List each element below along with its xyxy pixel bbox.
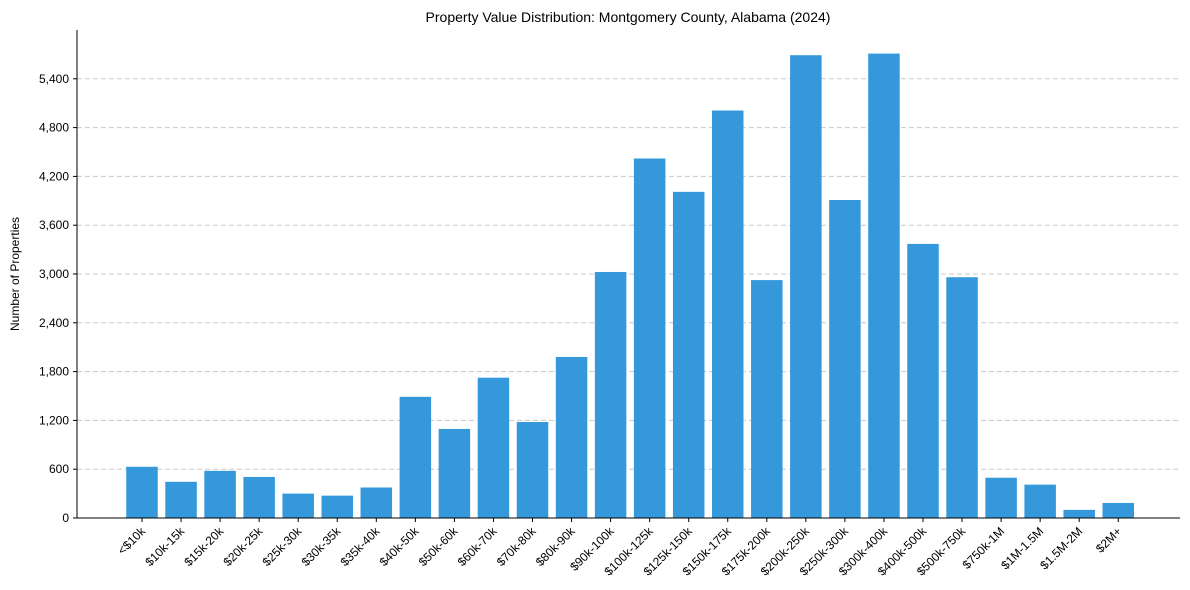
x-tick-label: $10k-15k: [142, 524, 188, 570]
y-tick-label: 3,000: [39, 267, 69, 281]
x-tick-label: $2M+: [1093, 524, 1124, 555]
bar: [165, 481, 197, 518]
bar: [868, 53, 900, 518]
x-tick-label: $1.5M-2M: [1037, 524, 1085, 572]
x-tick-label: <$10k: [115, 524, 149, 558]
bar: [321, 495, 353, 518]
bar: [946, 277, 978, 518]
bar: [985, 477, 1017, 518]
bar: [712, 110, 744, 519]
bar: [399, 396, 432, 518]
bar: [790, 55, 822, 519]
bar: [204, 470, 236, 518]
bar: [282, 493, 314, 518]
y-tick-label: 4,800: [39, 121, 69, 135]
chart-title: Property Value Distribution: Montgomery …: [426, 9, 831, 25]
bar: [907, 243, 939, 518]
bar: [829, 199, 861, 518]
y-tick-label: 0: [62, 511, 69, 525]
bar: [555, 356, 588, 518]
x-tick-label: $40k-50k: [377, 524, 423, 570]
y-tick-label: 2,400: [39, 316, 69, 330]
bar: [477, 377, 510, 518]
bar: [360, 487, 393, 518]
bar: [751, 280, 783, 518]
x-tick-label: $35k-40k: [338, 524, 384, 570]
y-tick-label: 1,800: [39, 365, 69, 379]
x-tick-label: $30k-35k: [299, 524, 345, 570]
bar: [516, 422, 549, 518]
gridlines: [77, 78, 1180, 470]
y-tick-label: 5,400: [39, 72, 69, 86]
bar: [594, 271, 627, 518]
x-tick-label: $20k-25k: [220, 524, 266, 570]
bar: [1024, 484, 1056, 518]
y-axis-label: Number of Properties: [8, 217, 22, 331]
bar: [1102, 502, 1134, 518]
bar: [672, 191, 705, 518]
x-tick-label: $25k-30k: [260, 524, 306, 570]
bar: [1063, 509, 1095, 518]
x-tick-label: $70k-80k: [494, 524, 540, 570]
x-tick-label: $60k-70k: [455, 524, 501, 570]
bar: [438, 428, 471, 518]
x-tick-label: $15k-20k: [181, 524, 227, 570]
bars: [126, 53, 1134, 519]
bar: [633, 158, 666, 519]
x-ticks: <$10k$10k-15k$15k-20k$20k-25k$25k-30k$30…: [115, 518, 1124, 578]
y-tick-label: 1,200: [39, 413, 69, 427]
y-tick-label: 3,600: [39, 218, 69, 232]
y-tick-label: 4,200: [39, 169, 69, 183]
y-ticks: 0 600 1,200 1,800 2,400 3,000 3,600 4,200 4,800 5…: [39, 72, 77, 525]
bar: [243, 476, 275, 518]
bar: [126, 466, 158, 518]
x-tick-label: $50k-60k: [416, 524, 462, 570]
y-tick-label: 600: [49, 462, 69, 476]
